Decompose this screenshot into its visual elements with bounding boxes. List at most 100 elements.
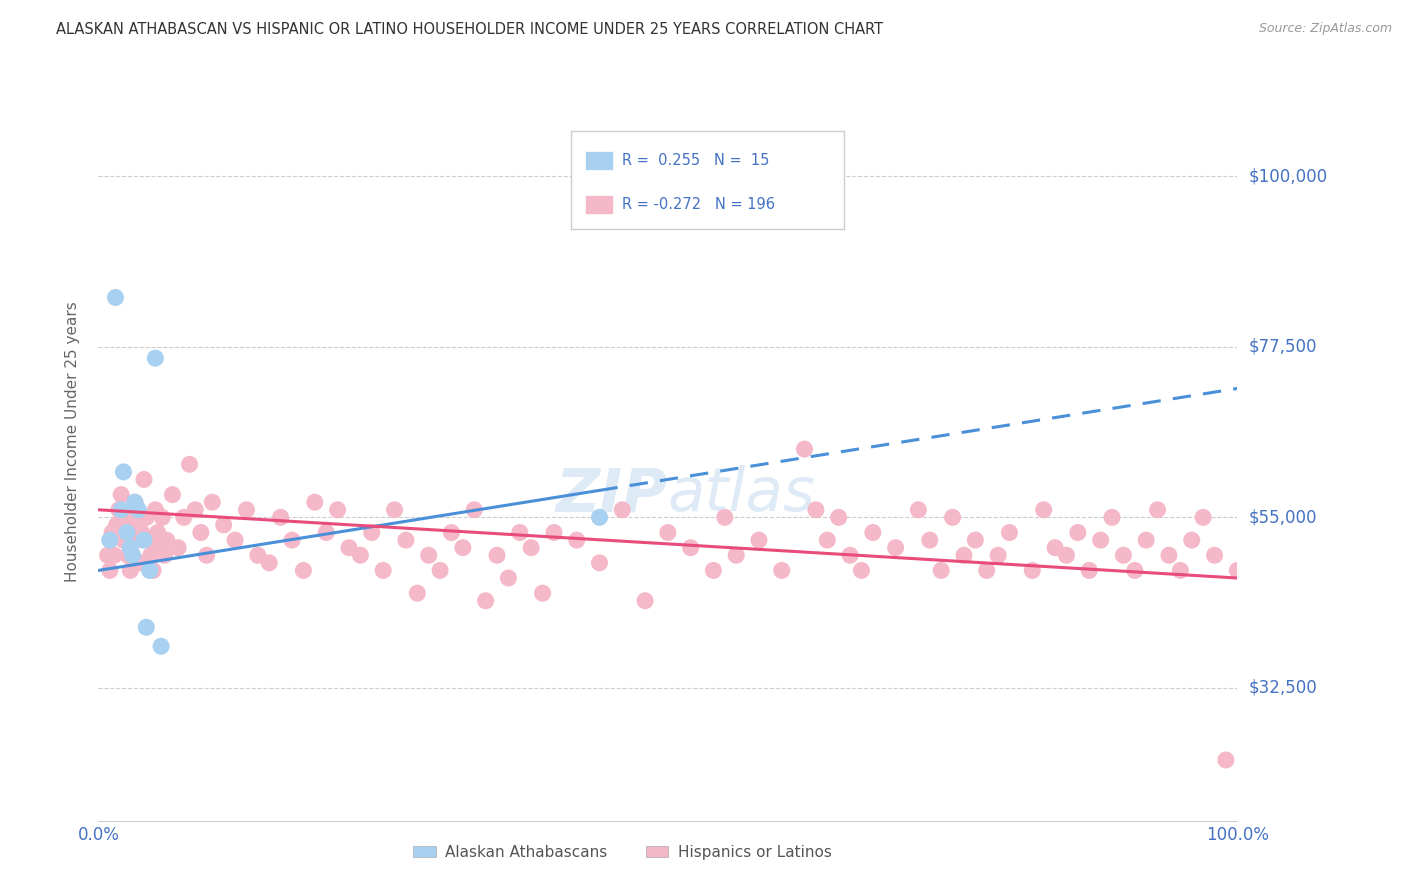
- Point: [115, 525, 138, 540]
- Point: [150, 639, 173, 653]
- Point: [315, 525, 337, 540]
- Point: [112, 465, 135, 479]
- Point: [179, 457, 201, 471]
- Point: [1215, 753, 1237, 767]
- Y-axis label: Householder Income Under 25 years: Householder Income Under 25 years: [65, 301, 80, 582]
- Text: ZIP: ZIP: [555, 465, 668, 524]
- Point: [679, 541, 702, 555]
- Point: [474, 594, 496, 608]
- Point: [145, 503, 167, 517]
- Point: [112, 533, 135, 547]
- Point: [96, 548, 118, 563]
- Point: [156, 533, 179, 547]
- Point: [612, 503, 634, 517]
- Point: [167, 541, 190, 555]
- Point: [953, 548, 976, 563]
- Point: [1056, 548, 1078, 563]
- Point: [184, 503, 207, 517]
- Point: [702, 564, 724, 578]
- Text: $77,500: $77,500: [1249, 338, 1317, 356]
- Point: [124, 495, 146, 509]
- Point: [235, 503, 257, 517]
- Point: [110, 503, 132, 517]
- Point: [195, 548, 218, 563]
- Point: [714, 510, 737, 524]
- Point: [657, 525, 679, 540]
- Point: [139, 548, 162, 563]
- Point: [1181, 533, 1204, 547]
- Point: [1204, 548, 1226, 563]
- Point: [839, 548, 862, 563]
- Point: [132, 473, 155, 487]
- Point: [212, 517, 235, 532]
- Point: [360, 525, 382, 540]
- Point: [804, 503, 827, 517]
- Point: [1170, 564, 1192, 578]
- Text: $55,000: $55,000: [1249, 508, 1317, 526]
- Point: [486, 548, 509, 563]
- Point: [1123, 564, 1146, 578]
- Point: [463, 503, 485, 517]
- Point: [173, 510, 195, 524]
- Point: [509, 525, 531, 540]
- Point: [135, 510, 157, 524]
- Point: [1032, 503, 1054, 517]
- Point: [270, 510, 292, 524]
- Point: [531, 586, 554, 600]
- Point: [138, 533, 160, 547]
- Point: [124, 495, 146, 509]
- Point: [201, 495, 224, 509]
- Point: [349, 548, 371, 563]
- Point: [1226, 564, 1249, 578]
- Point: [114, 510, 136, 524]
- Point: [224, 533, 246, 547]
- Point: [146, 525, 169, 540]
- Point: [120, 541, 142, 555]
- Point: [1101, 510, 1123, 524]
- Point: [965, 533, 987, 547]
- Point: [418, 548, 440, 563]
- Point: [498, 571, 520, 585]
- Point: [131, 525, 153, 540]
- Point: [1021, 564, 1043, 578]
- Point: [304, 495, 326, 509]
- Point: [918, 533, 941, 547]
- Point: [588, 556, 610, 570]
- Point: [1146, 503, 1168, 517]
- Point: [406, 586, 429, 600]
- Point: [987, 548, 1010, 563]
- Point: [395, 533, 418, 547]
- Point: [132, 533, 155, 547]
- Point: [98, 533, 121, 547]
- Point: [1157, 548, 1180, 563]
- Point: [145, 351, 167, 366]
- Point: [862, 525, 884, 540]
- Point: [120, 564, 142, 578]
- Text: $100,000: $100,000: [1249, 167, 1327, 186]
- Text: R = -0.272   N = 196: R = -0.272 N = 196: [623, 197, 775, 212]
- Point: [337, 541, 360, 555]
- Point: [998, 525, 1021, 540]
- Point: [162, 487, 184, 501]
- Point: [117, 548, 139, 563]
- Point: [588, 510, 610, 524]
- Point: [105, 517, 128, 532]
- Point: [104, 291, 127, 305]
- Point: [770, 564, 793, 578]
- Point: [110, 487, 132, 501]
- Point: [907, 503, 929, 517]
- FancyBboxPatch shape: [585, 195, 613, 214]
- Point: [246, 548, 269, 563]
- Point: [153, 548, 176, 563]
- FancyBboxPatch shape: [585, 151, 613, 169]
- Point: [440, 525, 463, 540]
- Point: [142, 564, 165, 578]
- Point: [429, 564, 451, 578]
- Point: [135, 620, 157, 634]
- Point: [828, 510, 851, 524]
- Point: [565, 533, 588, 547]
- Point: [451, 541, 474, 555]
- Text: R =  0.255   N =  15: R = 0.255 N = 15: [623, 153, 769, 168]
- Point: [884, 541, 907, 555]
- Point: [384, 503, 406, 517]
